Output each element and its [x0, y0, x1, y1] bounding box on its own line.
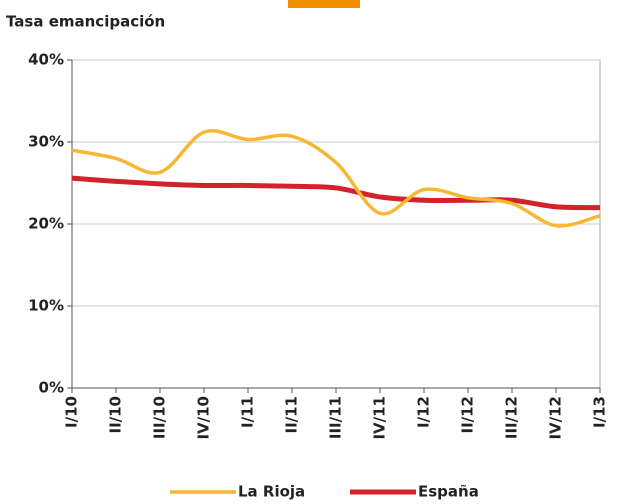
y-tick-label: 40% — [28, 51, 64, 69]
header-accent — [288, 0, 360, 8]
series-line — [71, 129, 601, 228]
x-tick-label: II/10 — [107, 396, 125, 434]
x-tick-label: IV/11 — [371, 396, 389, 440]
x-tick-label: I/10 — [63, 396, 81, 428]
series-line — [71, 175, 601, 211]
x-tick-label: I/13 — [591, 396, 609, 428]
legend-label: España — [418, 483, 479, 501]
x-tick-label: III/10 — [151, 396, 169, 439]
y-tick-label: 20% — [28, 215, 64, 233]
x-tick-label: III/12 — [503, 396, 521, 439]
x-tick-label: IV/12 — [547, 396, 565, 440]
y-tick-label: 30% — [28, 133, 64, 151]
y-tick-label: 10% — [28, 297, 64, 315]
x-tick-label: II/11 — [283, 396, 301, 434]
x-tick-label: I/12 — [415, 396, 433, 428]
x-tick-label: IV/10 — [195, 396, 213, 440]
x-tick-label: III/11 — [327, 396, 345, 439]
x-tick-label: II/12 — [459, 396, 477, 434]
legend-label: La Rioja — [238, 483, 305, 501]
chart-title: Tasa emancipación — [6, 13, 165, 31]
x-tick-label: I/11 — [239, 396, 257, 428]
y-tick-label: 0% — [39, 379, 64, 397]
